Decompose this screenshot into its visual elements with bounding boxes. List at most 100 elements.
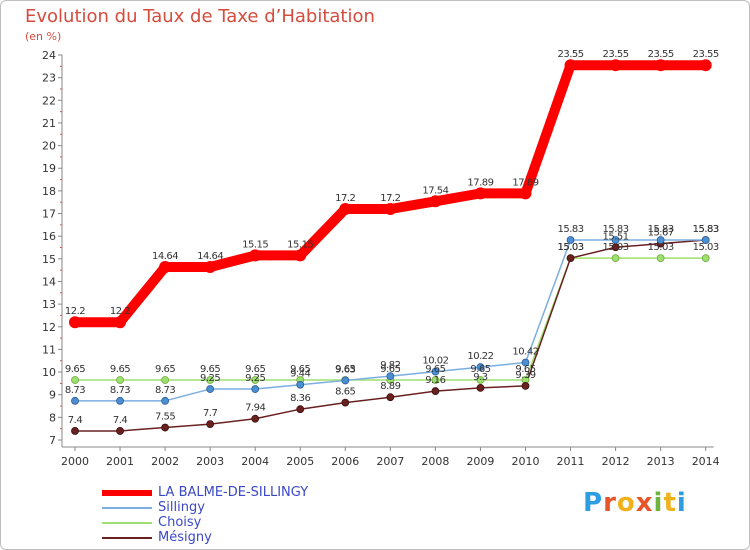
data-point-balme — [654, 59, 667, 72]
data-label-sillingy: 9.63 — [335, 364, 355, 375]
data-point-mesigny — [251, 414, 260, 423]
data-label-balme: 17.2 — [335, 193, 355, 204]
data-point-sillingy — [161, 396, 170, 405]
data-point-mesigny — [341, 398, 350, 407]
chart-title: Evolution du Taux de Taxe d’Habitation — [25, 6, 375, 27]
data-label-sillingy: 10.22 — [467, 351, 493, 362]
legend-swatch-la-balme — [102, 489, 152, 496]
data-label-choisy: 15.03 — [648, 242, 674, 253]
y-tick-label: 19 — [42, 162, 56, 175]
y-tick-label: 20 — [42, 140, 56, 153]
legend-item-choisy: Choisy — [102, 515, 201, 530]
data-point-balme — [474, 187, 487, 200]
data-label-choisy: 9.65 — [470, 364, 490, 375]
data-point-choisy — [611, 254, 620, 263]
data-label-mesigny: 9.39 — [515, 370, 535, 381]
data-label-mesigny: 8.65 — [335, 387, 355, 398]
data-label-balme: 17.89 — [467, 177, 493, 188]
chart-subtitle: (en %) — [25, 30, 62, 43]
x-tick-label: 2010 — [512, 455, 540, 468]
proxiti-logo: Proxiti — [583, 488, 687, 518]
data-point-choisy — [656, 254, 665, 263]
legend-swatch-mesigny — [102, 536, 152, 539]
data-point-choisy — [161, 376, 170, 384]
data-point-choisy — [116, 376, 124, 384]
data-label-choisy: 9.65 — [290, 364, 310, 375]
data-point-choisy — [206, 376, 215, 384]
y-tick-label: 14 — [42, 275, 56, 288]
data-label-balme: 23.55 — [648, 49, 674, 60]
data-point-mesigny — [116, 427, 124, 435]
data-point-sillingy — [701, 236, 710, 244]
data-point-mesigny — [206, 420, 215, 429]
data-label-sillingy: 15.83 — [648, 224, 674, 235]
data-point-mesigny — [566, 254, 575, 263]
data-label-mesigny: 7.55 — [155, 412, 175, 423]
data-label-mesigny: 8.36 — [290, 393, 310, 404]
data-label-choisy: 15.03 — [557, 242, 583, 253]
legend-label-sillingy: Sillingy — [158, 500, 205, 515]
logo-letter: i — [676, 488, 687, 518]
y-tick-label: 8 — [49, 411, 56, 424]
data-point-sillingy — [521, 358, 530, 367]
data-label-mesigny: 7.4 — [113, 415, 128, 426]
data-label-balme: 17.2 — [380, 193, 400, 204]
data-label-balme: 14.64 — [152, 251, 178, 262]
data-label-mesigny: 8.89 — [380, 381, 400, 392]
data-point-balme — [204, 260, 217, 273]
data-point-sillingy — [476, 363, 485, 371]
data-label-balme: 12.2 — [110, 306, 130, 317]
data-label-choisy: 9.65 — [380, 364, 400, 375]
legend-label-choisy: Choisy — [158, 515, 202, 530]
data-point-sillingy — [566, 236, 575, 244]
logo-letter: x — [635, 488, 654, 518]
data-label-choisy: 9.65 — [335, 364, 355, 375]
data-label-mesigny: 15.03 — [557, 242, 583, 253]
data-point-mesigny — [431, 387, 440, 395]
legend-label-la-balme: LA BALME-DE-SILLINGY — [158, 485, 309, 500]
data-label-mesigny: 9.16 — [425, 375, 445, 386]
logo-letter: r — [603, 488, 617, 518]
legend-swatch-sillingy — [102, 506, 152, 509]
data-point-mesigny — [521, 381, 530, 390]
legend-item-sillingy: Sillingy — [102, 500, 205, 515]
data-label-sillingy: 8.73 — [155, 385, 175, 396]
data-label-mesigny: 15.51 — [603, 231, 629, 242]
x-tick-label: 2005 — [286, 455, 314, 468]
x-tick-label: 2011 — [557, 455, 585, 468]
data-label-mesigny: 7.7 — [203, 408, 218, 419]
legend-item-mesigny: Mésigny — [102, 530, 212, 545]
data-point-sillingy — [116, 396, 124, 405]
logo-letter: o — [616, 488, 636, 518]
y-tick-label: 12 — [42, 321, 56, 334]
data-label-balme: 15.15 — [242, 239, 268, 250]
data-label-sillingy: 8.73 — [110, 385, 130, 396]
data-point-sillingy — [251, 385, 260, 393]
y-tick-label: 18 — [42, 185, 56, 198]
data-point-mesigny — [386, 393, 395, 402]
data-point-balme — [339, 203, 352, 215]
y-tick-label: 7 — [49, 434, 56, 447]
y-tick-label: 13 — [42, 298, 56, 311]
data-point-choisy — [701, 254, 710, 263]
data-label-sillingy: 9.25 — [245, 373, 265, 384]
x-tick-label: 2012 — [602, 455, 630, 468]
data-label-choisy: 9.65 — [245, 364, 265, 375]
data-label-balme: 23.55 — [603, 49, 629, 60]
data-point-balme — [69, 316, 81, 329]
data-label-balme: 23.55 — [693, 49, 719, 60]
y-tick-label: 17 — [42, 208, 56, 221]
data-label-sillingy: 10.42 — [512, 347, 538, 358]
data-label-mesigny: 9.3 — [473, 372, 488, 383]
data-label-choisy: 9.65 — [155, 364, 175, 375]
y-tick-label: 22 — [42, 94, 56, 107]
data-label-sillingy: 9.44 — [290, 369, 310, 380]
data-point-balme — [249, 249, 262, 262]
data-point-balme — [564, 59, 577, 72]
logo-letter: t — [663, 488, 677, 518]
data-label-balme: 12.2 — [65, 306, 85, 317]
y-tick-label: 15 — [42, 253, 56, 266]
data-point-sillingy — [296, 380, 305, 389]
x-tick-label: 2006 — [331, 455, 359, 468]
data-label-sillingy: 10.02 — [422, 356, 448, 367]
